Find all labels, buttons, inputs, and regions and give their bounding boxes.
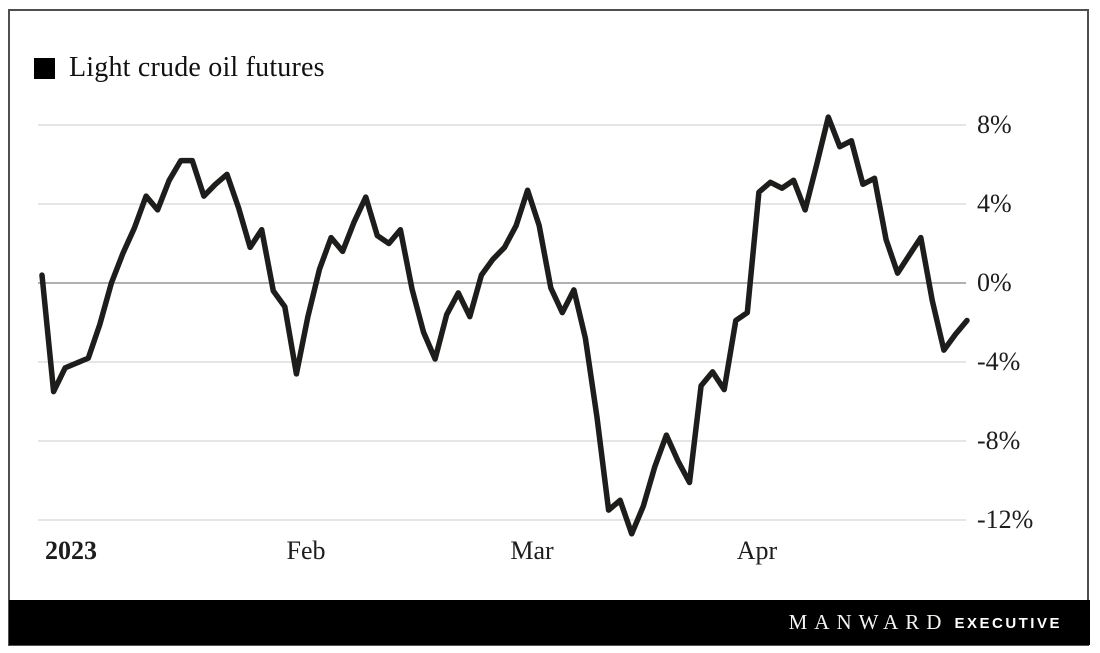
footer-brand-bar: MANWARD EXECUTIVE — [9, 600, 1090, 645]
series-line-light-crude-oil-futures — [39, 114, 970, 537]
x-axis-label: Apr — [736, 536, 778, 565]
legend-color-swatch — [34, 57, 55, 79]
y-axis-label: 4% — [977, 189, 1012, 218]
legend-label: Light crude oil futures — [69, 52, 325, 83]
x-axis-label: 2023 — [45, 536, 97, 565]
y-axis-label: 8% — [977, 110, 1012, 139]
brand-executive-wordmark: EXECUTIVE — [954, 615, 1062, 632]
card-border-frame — [8, 9, 1089, 646]
brand-manward-wordmark: MANWARD — [788, 610, 949, 634]
x-axis-label: Feb — [286, 536, 326, 565]
x-axis-label: Mar — [510, 536, 554, 565]
y-axis-label: -4% — [977, 347, 1021, 376]
y-axis-label: -8% — [977, 426, 1021, 455]
legend: Light crude oil futures — [34, 52, 325, 84]
chart-line-plot — [38, 114, 970, 537]
y-axis-label: -12% — [977, 505, 1034, 534]
y-axis-label: 0% — [977, 268, 1012, 297]
